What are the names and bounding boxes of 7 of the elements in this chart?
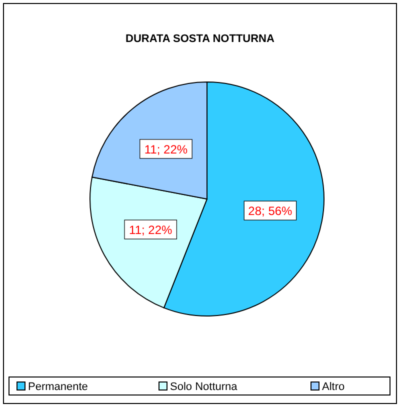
- legend-label: Permanente: [28, 381, 88, 393]
- chart-title: DURATA SOSTA NOTTURNA: [126, 33, 274, 45]
- data-label: 11; 22%: [144, 142, 188, 156]
- data-label: 28; 56%: [248, 204, 293, 218]
- legend-label: Altro: [322, 381, 345, 393]
- legend-label: Solo Notturna: [170, 381, 238, 393]
- data-label: 11; 22%: [129, 223, 173, 237]
